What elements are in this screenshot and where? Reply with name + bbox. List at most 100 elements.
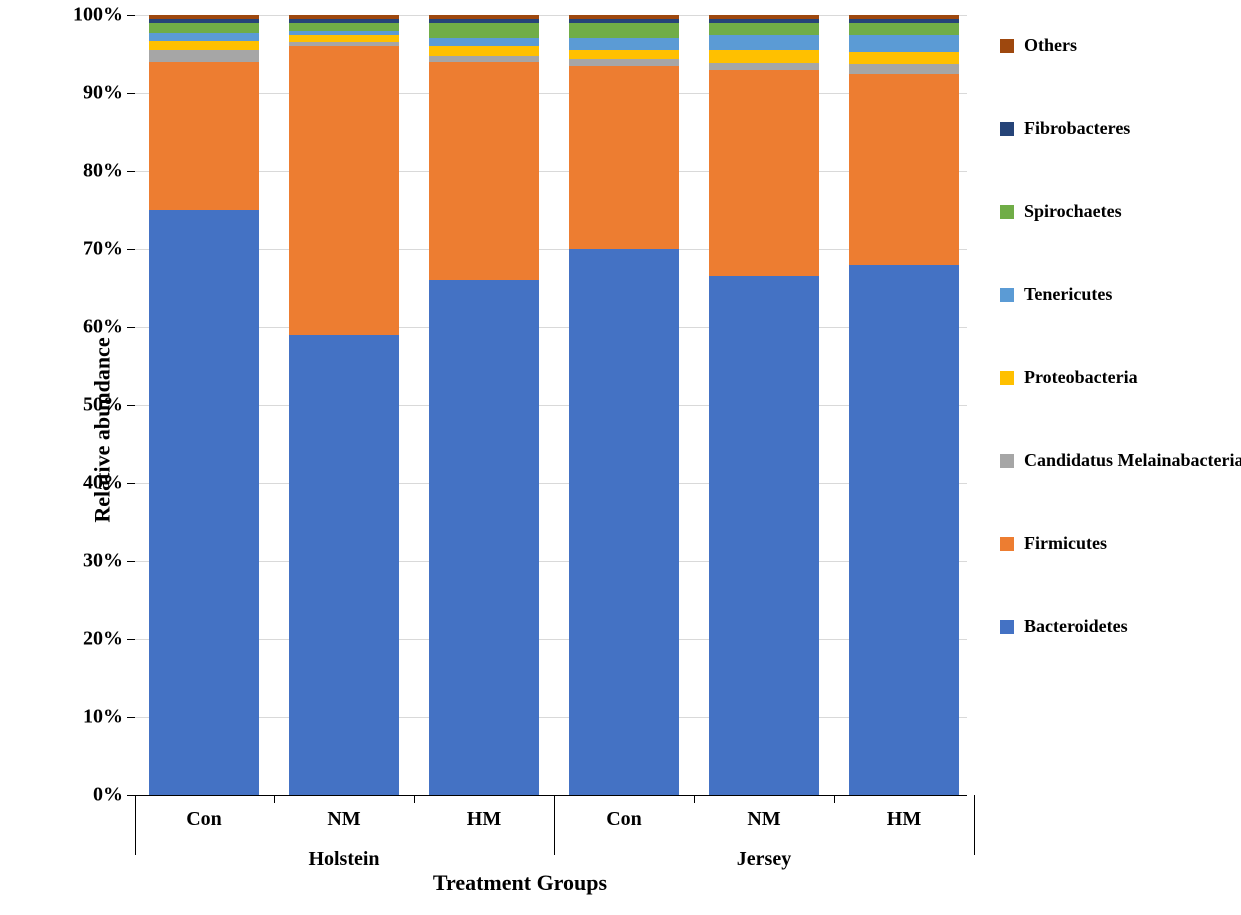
legend-item: Tenericutes: [1000, 284, 1241, 305]
y-tick-label: 20%: [83, 628, 123, 651]
legend-label: Tenericutes: [1024, 284, 1112, 305]
legend-swatch: [1000, 371, 1014, 385]
legend-label: Bacteroidetes: [1024, 616, 1128, 637]
x-tick-mark: [694, 795, 695, 803]
bar-segment: [849, 74, 959, 265]
legend-item: Firmicutes: [1000, 533, 1241, 554]
bar-segment: [149, 62, 259, 210]
y-tick-mark: [127, 171, 135, 172]
y-tick-mark: [127, 483, 135, 484]
y-tick-mark: [127, 561, 135, 562]
y-tick-label: 60%: [83, 316, 123, 339]
bar-segment: [149, 23, 259, 33]
bar-segment: [289, 335, 399, 795]
x-group-label: Holstein: [308, 848, 379, 871]
gridline: [135, 93, 967, 94]
legend-label: Spirochaetes: [1024, 201, 1122, 222]
bar-segment: [429, 62, 539, 280]
bar: [849, 15, 959, 795]
x-axis-title: Treatment Groups: [433, 870, 607, 896]
bar-segment: [569, 50, 679, 59]
bar-segment: [429, 46, 539, 55]
bar-segment: [569, 38, 679, 50]
y-tick-mark: [127, 327, 135, 328]
legend-item: Fibrobacteres: [1000, 118, 1241, 139]
gridline: [135, 561, 967, 562]
bar-segment: [849, 265, 959, 795]
legend-swatch: [1000, 39, 1014, 53]
x-tick-mark: [414, 795, 415, 803]
bar-segment: [849, 64, 959, 73]
bar-segment: [429, 38, 539, 46]
gridline: [135, 405, 967, 406]
x-tick-mark: [554, 795, 555, 855]
bar: [709, 15, 819, 795]
y-tick-mark: [127, 795, 135, 796]
legend-item: Candidatus Melainabacteria (B): [1000, 450, 1241, 471]
bar-segment: [149, 33, 259, 41]
bar-segment: [849, 52, 959, 64]
x-tick-mark: [274, 795, 275, 803]
gridline: [135, 483, 967, 484]
bar: [429, 15, 539, 795]
bar-segment: [849, 23, 959, 35]
x-tick-mark: [974, 795, 975, 855]
bar-segment: [709, 50, 819, 63]
y-tick-label: 40%: [83, 472, 123, 495]
x-category-label: HM: [467, 808, 501, 831]
legend-swatch: [1000, 205, 1014, 219]
y-tick-mark: [127, 93, 135, 94]
bar-segment: [149, 50, 259, 62]
legend-item: Spirochaetes: [1000, 201, 1241, 222]
bar-segment: [289, 23, 399, 31]
legend-swatch: [1000, 122, 1014, 136]
bar-segment: [149, 41, 259, 50]
bar-segment: [569, 249, 679, 795]
legend-swatch: [1000, 620, 1014, 634]
gridline: [135, 171, 967, 172]
legend-item: Proteobacteria: [1000, 367, 1241, 388]
x-category-label: HM: [887, 808, 921, 831]
bar-segment: [709, 276, 819, 795]
y-tick-label: 90%: [83, 82, 123, 105]
legend-item: Others: [1000, 35, 1241, 56]
y-tick-label: 80%: [83, 160, 123, 183]
x-tick-mark: [834, 795, 835, 803]
x-tick-mark: [135, 795, 136, 855]
legend-label: Firmicutes: [1024, 533, 1107, 554]
legend-swatch: [1000, 537, 1014, 551]
bar-segment: [849, 35, 959, 53]
gridline: [135, 717, 967, 718]
bar-segment: [289, 35, 399, 43]
x-category-label: NM: [747, 808, 780, 831]
chart-container: Relative abundance Others Fibrobacteres Sp…: [0, 0, 1241, 915]
y-axis-title: Relative abundance: [90, 337, 116, 522]
gridline: [135, 15, 967, 16]
y-tick-mark: [127, 15, 135, 16]
x-category-label: Con: [606, 808, 642, 831]
x-category-label: NM: [327, 808, 360, 831]
bar-segment: [289, 46, 399, 335]
y-tick-label: 50%: [83, 394, 123, 417]
legend-label: Others: [1024, 35, 1077, 56]
x-category-label: Con: [186, 808, 222, 831]
gridline: [135, 639, 967, 640]
bar: [289, 15, 399, 795]
y-tick-mark: [127, 717, 135, 718]
y-tick-mark: [127, 405, 135, 406]
bar-segment: [429, 23, 539, 39]
legend-label: Proteobacteria: [1024, 367, 1138, 388]
bar-segment: [569, 23, 679, 39]
bar: [569, 15, 679, 795]
y-tick-label: 70%: [83, 238, 123, 261]
plot-area: [135, 15, 967, 795]
gridline: [135, 795, 967, 796]
x-group-label: Jersey: [737, 848, 791, 871]
bar-segment: [709, 35, 819, 51]
legend-label: Fibrobacteres: [1024, 118, 1130, 139]
legend-item: Bacteroidetes: [1000, 616, 1241, 637]
bar: [149, 15, 259, 795]
bar-segment: [429, 280, 539, 795]
gridline: [135, 249, 967, 250]
bar-segment: [569, 66, 679, 249]
